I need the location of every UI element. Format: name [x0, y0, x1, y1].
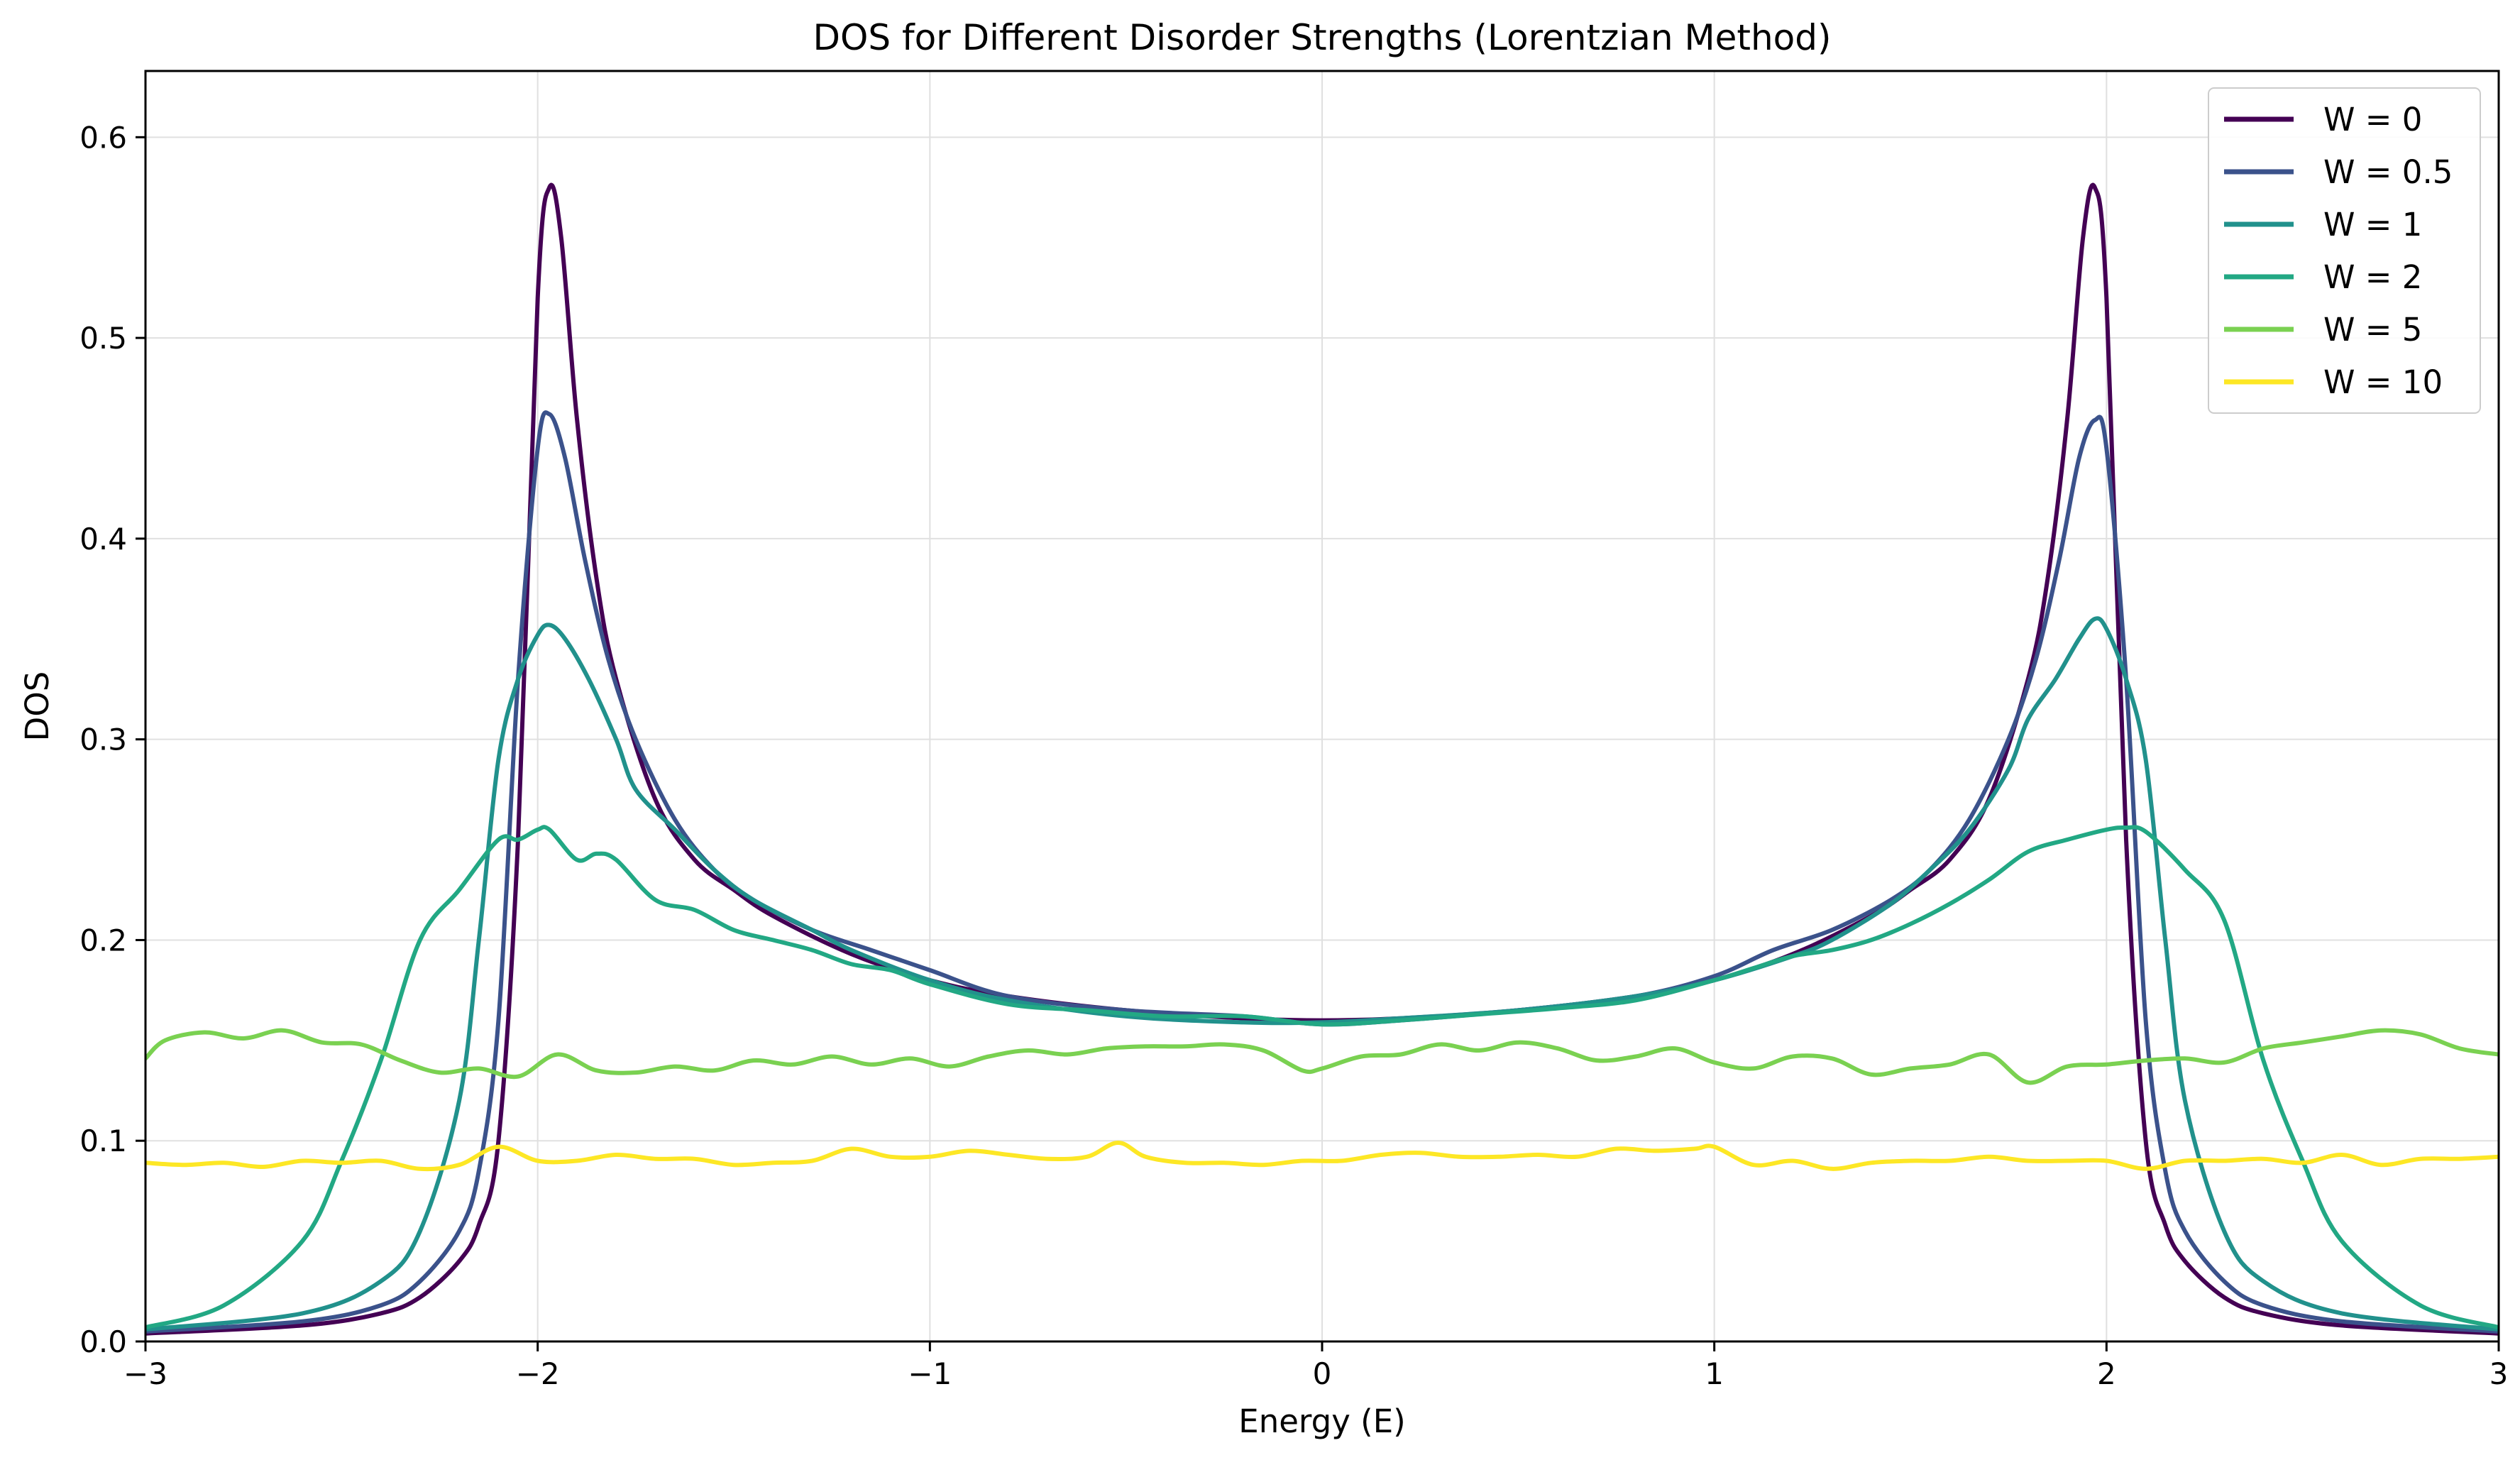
y-axis-label: DOS [18, 671, 56, 742]
y-tick-label: 0.4 [79, 522, 127, 556]
x-tick-label: 0 [1313, 1356, 1332, 1391]
x-tick-label: −1 [908, 1356, 952, 1391]
y-tick-label: 0.1 [79, 1124, 127, 1158]
y-tick-label: 0.6 [79, 120, 127, 155]
legend-label-4: W = 5 [2323, 311, 2422, 348]
y-tick-label: 0.0 [79, 1324, 127, 1359]
x-tick-label: 1 [1705, 1356, 1724, 1391]
x-tick-label: 3 [2489, 1356, 2509, 1391]
y-tick-label: 0.3 [79, 723, 127, 757]
x-tick-label: −3 [123, 1356, 167, 1391]
y-tick-label: 0.5 [79, 321, 127, 356]
series-line-5 [145, 1141, 2499, 1172]
legend-label-0: W = 0 [2323, 101, 2422, 138]
x-tick-label: −2 [516, 1356, 560, 1391]
series-line-3 [145, 825, 2499, 1330]
legend: W = 0 W = 0.5 W = 1 W = 2 W = 5 W = 10 [2208, 87, 2481, 414]
series-line-4 [145, 1028, 2499, 1085]
legend-label-3: W = 2 [2323, 258, 2422, 296]
y-tick-label: 0.2 [79, 923, 127, 957]
x-tick-label: 2 [2097, 1356, 2116, 1391]
series-lines [145, 182, 2499, 1336]
legend-label-1: W = 0.5 [2323, 153, 2453, 191]
chart-title: DOS for Different Disorder Strengths (Lo… [813, 17, 1831, 58]
legend-label-2: W = 1 [2323, 206, 2422, 243]
x-axis-label: Energy (E) [1238, 1403, 1405, 1440]
axis-ticks: −3 −2 −1 0 1 2 3 0.0 0.1 0.2 0.3 0.4 0.5 0.6 [79, 120, 2508, 1391]
legend-label-5: W = 10 [2323, 363, 2443, 401]
